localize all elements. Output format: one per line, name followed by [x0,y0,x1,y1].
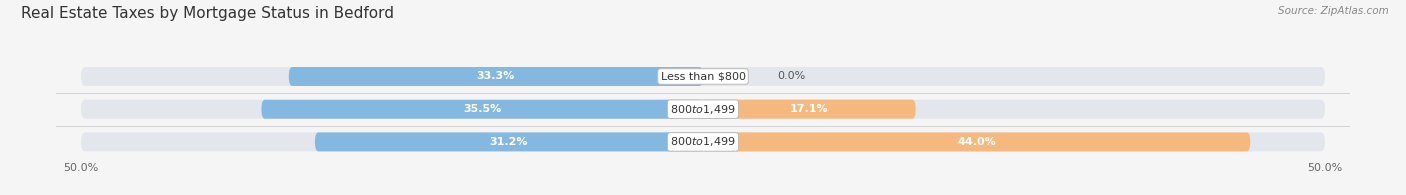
Text: $800 to $1,499: $800 to $1,499 [671,135,735,148]
Text: Source: ZipAtlas.com: Source: ZipAtlas.com [1278,6,1389,16]
FancyBboxPatch shape [703,100,915,119]
Text: Real Estate Taxes by Mortgage Status in Bedford: Real Estate Taxes by Mortgage Status in … [21,6,394,21]
Text: 0.0%: 0.0% [778,72,806,82]
FancyBboxPatch shape [82,67,1324,86]
Text: $800 to $1,499: $800 to $1,499 [671,103,735,116]
Text: 33.3%: 33.3% [477,72,515,82]
Text: 35.5%: 35.5% [463,104,502,114]
Text: 44.0%: 44.0% [957,137,995,147]
Text: 31.2%: 31.2% [489,137,529,147]
FancyBboxPatch shape [315,132,703,151]
Text: Less than $800: Less than $800 [661,72,745,82]
FancyBboxPatch shape [262,100,703,119]
FancyBboxPatch shape [82,132,1324,151]
Text: 17.1%: 17.1% [790,104,828,114]
FancyBboxPatch shape [288,67,703,86]
FancyBboxPatch shape [703,132,1250,151]
FancyBboxPatch shape [82,100,1324,119]
